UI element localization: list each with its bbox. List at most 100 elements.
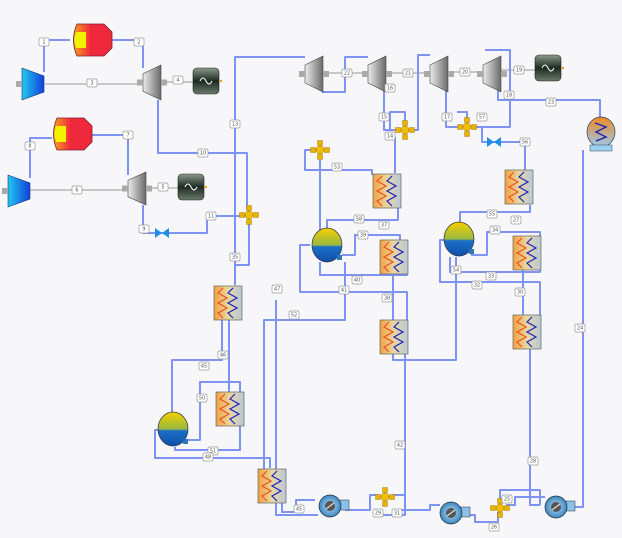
stream-number: 50 — [199, 395, 205, 401]
splitter[interactable] — [310, 140, 330, 160]
heat-exchanger[interactable] — [213, 285, 243, 321]
stream-label: 3 — [86, 78, 98, 88]
pump[interactable] — [318, 494, 350, 518]
splitter[interactable] — [490, 498, 510, 518]
stream-number: 37 — [381, 222, 387, 228]
stream-label: 54 — [450, 265, 462, 275]
stream-label: 55 — [486, 209, 498, 219]
stream-label: 29 — [372, 508, 384, 518]
stream-number: 11 — [208, 213, 214, 219]
heat-exchanger[interactable] — [379, 319, 409, 355]
stream-label: 33 — [485, 271, 497, 281]
compressor[interactable] — [16, 67, 45, 101]
stream-number: 2 — [137, 39, 140, 45]
heat-exchanger[interactable] — [372, 173, 402, 209]
stream-number: 25 — [504, 496, 510, 502]
stream-label: 5 — [157, 182, 169, 192]
stream-number: 5 — [161, 184, 164, 190]
stream-label: 28 — [527, 456, 539, 466]
stream-number: 31 — [394, 510, 400, 516]
compressor[interactable] — [2, 174, 31, 208]
stream-label: 14 — [384, 131, 396, 141]
stream-number: 1 — [42, 39, 45, 45]
pipe — [234, 222, 250, 285]
stream-number: 9 — [142, 226, 145, 232]
generator[interactable] — [192, 67, 223, 95]
pipe — [174, 425, 241, 451]
stream-label: 13 — [229, 119, 241, 129]
splitter[interactable] — [375, 487, 395, 507]
valve[interactable] — [155, 228, 169, 238]
pipe — [465, 512, 499, 523]
generator[interactable] — [534, 54, 565, 82]
stream-label: 1 — [38, 37, 50, 47]
heat-exchanger[interactable] — [257, 468, 287, 504]
heat-exchanger[interactable] — [379, 239, 409, 275]
stream-label: 42 — [394, 440, 406, 450]
stream-number: 18 — [506, 92, 512, 98]
splitter[interactable] — [239, 205, 259, 225]
stream-number: 29 — [375, 510, 381, 516]
turbine[interactable] — [137, 64, 167, 101]
pipe — [188, 381, 241, 441]
pipe — [471, 231, 541, 256]
pipe — [304, 149, 373, 175]
pipe — [342, 234, 401, 256]
combustor[interactable] — [73, 23, 113, 57]
combustor[interactable] — [53, 117, 93, 151]
turbine[interactable] — [477, 55, 507, 93]
steam-drum[interactable] — [443, 221, 475, 257]
stream-number: 33 — [488, 273, 494, 279]
stream-number: 15 — [381, 114, 387, 120]
stream-label: 39 — [357, 230, 369, 240]
valve[interactable] — [487, 137, 501, 147]
heat-exchanger[interactable] — [215, 391, 245, 427]
stream-label: 38 — [381, 293, 393, 303]
stream-label: 19 — [513, 65, 525, 75]
stream-number: 7 — [126, 132, 129, 138]
stream-label: 40 — [351, 275, 363, 285]
stream-label: 58 — [353, 214, 365, 224]
stream-label: 4 — [172, 75, 184, 85]
heat-exchanger[interactable] — [512, 314, 542, 350]
stream-number: 28 — [530, 458, 536, 464]
shafts — [30, 69, 535, 191]
stream-label: 35 — [229, 252, 241, 262]
stream-label: 30 — [514, 287, 526, 297]
stream-label: 50 — [196, 393, 208, 403]
stream-label: 2 — [133, 37, 145, 47]
pump[interactable] — [544, 495, 576, 519]
stream-number: 48 — [205, 454, 211, 460]
stream-label: 46 — [217, 350, 229, 360]
stream-label: 53 — [331, 162, 343, 172]
splitter[interactable] — [457, 117, 477, 137]
stream-number: 17 — [444, 114, 450, 120]
pipe — [506, 496, 545, 506]
pump[interactable] — [439, 501, 471, 525]
heat-exchanger[interactable] — [504, 169, 534, 205]
stream-number: 47 — [274, 286, 280, 292]
pipe — [378, 353, 406, 516]
stream-number: 45 — [296, 506, 302, 512]
turbine[interactable] — [424, 55, 454, 93]
heat-exchanger[interactable] — [512, 235, 542, 271]
stream-label: 34 — [489, 225, 501, 235]
steam-drum[interactable] — [157, 411, 189, 447]
generator[interactable] — [177, 173, 208, 201]
stream-number: 27 — [513, 217, 519, 223]
turbine[interactable] — [299, 55, 329, 93]
condenser[interactable] — [586, 116, 616, 152]
turbine[interactable] — [122, 171, 152, 206]
stream-number: 8 — [28, 143, 31, 149]
stream-number: 6 — [75, 187, 78, 193]
stream-label: 45 — [293, 504, 305, 514]
pipe — [142, 205, 245, 234]
pipe — [234, 56, 305, 280]
stream-number: 32 — [474, 282, 480, 288]
steam-drum[interactable] — [311, 227, 343, 263]
stream-label: 23 — [545, 97, 557, 107]
splitter[interactable] — [395, 120, 415, 140]
stream-number: 40 — [354, 277, 360, 283]
